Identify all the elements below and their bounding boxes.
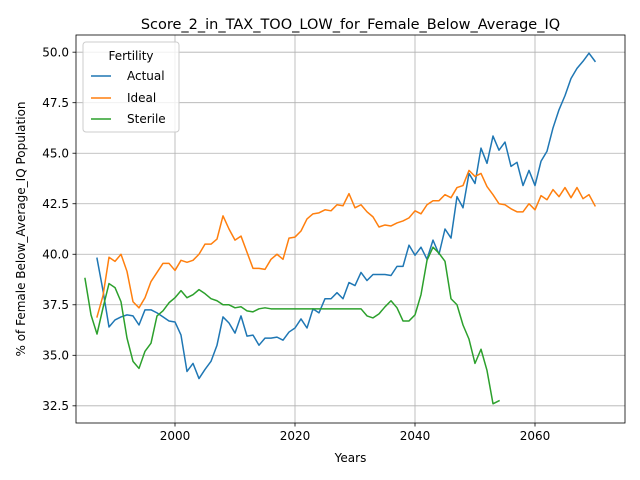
legend-label-ideal: Ideal <box>127 91 156 105</box>
x-tick-label: 2000 <box>160 429 191 443</box>
y-tick-label: 37.5 <box>42 298 69 312</box>
x-tick-label: 2040 <box>400 429 431 443</box>
legend-title: Fertility <box>108 49 153 63</box>
series-lines <box>84 52 597 405</box>
legend-label-sterile: Sterile <box>127 112 166 126</box>
series-line-ideal <box>96 169 597 318</box>
x-axis-label: Years <box>334 451 367 465</box>
plot-frame <box>75 34 626 424</box>
series-line-sterile <box>84 246 501 405</box>
y-tick-label: 32.5 <box>42 399 69 413</box>
x-tick-label: 2060 <box>520 429 551 443</box>
legend-label-actual: Actual <box>127 69 165 83</box>
y-tick-label: 50.0 <box>42 45 69 59</box>
y-tick-label: 40.0 <box>42 247 69 261</box>
y-axis-label: % of Female Below_Average_IQ Population <box>14 101 28 356</box>
axis-ticks: 2000 2020 2040 2060 32.5 35.0 37.5 40.0 42.5 45.0… <box>42 45 550 443</box>
y-tick-label: 47.5 <box>42 96 69 110</box>
legend: Fertility Actual Ideal Sterile <box>82 41 180 133</box>
chart-title: Score_2_in_TAX_TOO_LOW_for_Female_Below_… <box>141 17 560 33</box>
series-line-actual <box>96 52 597 380</box>
y-tick-label: 45.0 <box>42 146 69 160</box>
legend-box <box>82 41 180 133</box>
grid <box>76 35 625 423</box>
y-tick-label: 42.5 <box>42 197 69 211</box>
y-tick-label: 35.0 <box>42 349 69 363</box>
x-tick-label: 2020 <box>280 429 311 443</box>
